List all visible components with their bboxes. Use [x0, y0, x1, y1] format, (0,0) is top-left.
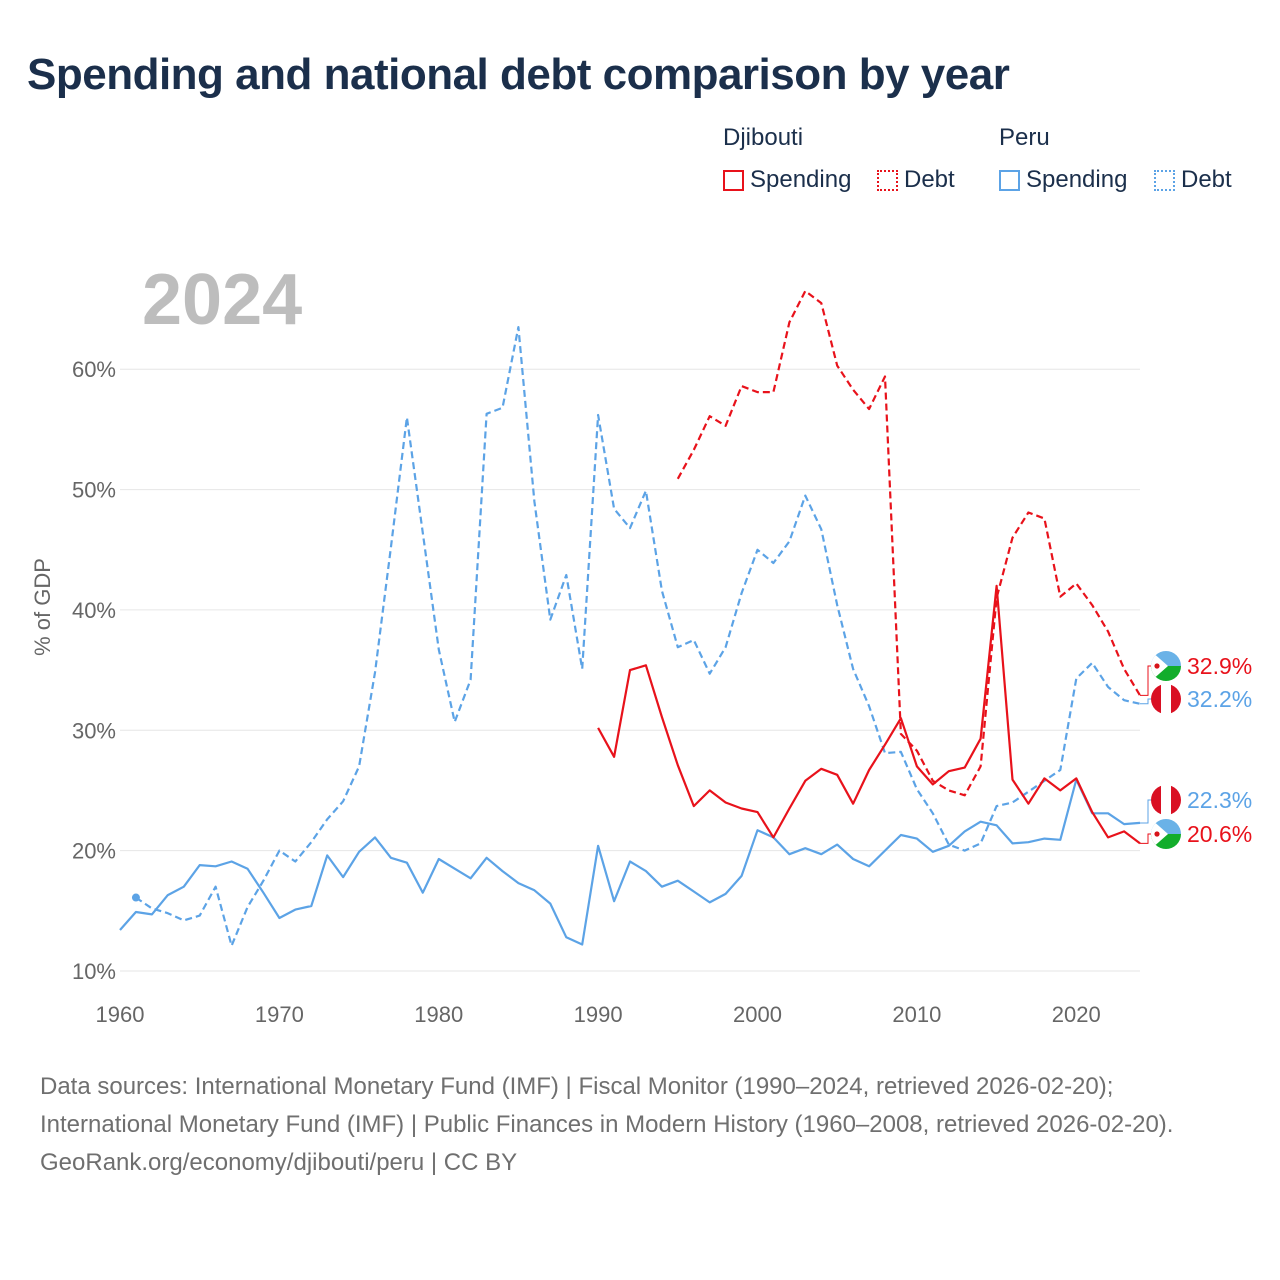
y-tick-label: 40% [72, 598, 116, 623]
series-line-peru-spending [119, 778, 1141, 946]
series-line-peru-debt [135, 326, 1141, 947]
legend-label: Spending [1026, 166, 1128, 193]
x-tick-label: 2000 [733, 1002, 782, 1027]
y-tick-label: 50% [72, 478, 116, 503]
peru-flag-icon [1151, 684, 1181, 714]
djibouti-flag-icon [1151, 651, 1181, 681]
djibouti-flag-icon [1151, 819, 1181, 849]
legend-swatch-dotted-red [877, 169, 898, 191]
y-tick-label: 20% [72, 839, 116, 864]
footer: Data sources: International Monetary Fun… [40, 1068, 1240, 1182]
chart-plot: 2024 % of GDP 10% 20% 30% 40% 50% 60% 1960 1970… [30, 260, 1252, 1027]
x-tick-label: 1970 [255, 1002, 304, 1027]
y-axis-title: % of GDP [30, 558, 55, 656]
legend-group-djibouti: Djibouti [723, 124, 804, 151]
x-tick-label: 1980 [414, 1002, 463, 1027]
peru-flag-icon [1151, 785, 1181, 815]
legend-item-peru-debt[interactable]: Debt [1154, 166, 1232, 194]
legend-label: Spending [750, 166, 852, 193]
legend-item-djibouti-debt[interactable]: Debt [877, 166, 955, 194]
legend-group-peru: Peru [999, 124, 1050, 151]
label-layer: 32.9% 32.2% 22.3% 20.6% [1140, 651, 1252, 849]
x-tick-label: 1990 [574, 1002, 623, 1027]
year-label: 2024 [142, 260, 302, 340]
legend-swatch-solid-red [723, 169, 744, 191]
legend-swatch-solid-blue [999, 169, 1020, 191]
end-value-label: 32.2% [1187, 686, 1252, 712]
series-line-djibouti-spending [597, 584, 1141, 845]
chart-title: Spending and national debt comparison by… [27, 50, 1010, 99]
y-tick-label: 60% [72, 357, 116, 382]
end-value-label: 22.3% [1187, 787, 1252, 813]
data-sources: Data sources: International Monetary Fun… [40, 1073, 1174, 1138]
series-line-djibouti-debt [676, 289, 1141, 797]
legend-label: Debt [904, 166, 955, 193]
x-tick-label: 2010 [892, 1002, 941, 1027]
x-tick-label: 1960 [96, 1002, 145, 1027]
credit-line[interactable]: GeoRank.org/economy/djibouti/peru | CC B… [40, 1149, 518, 1176]
series-layer [119, 289, 1141, 947]
y-tick-label: 30% [72, 718, 116, 743]
x-tick-label: 2020 [1052, 1002, 1101, 1027]
grid-layer: 10% 20% 30% 40% 50% 60% 1960 1970 1980 1990 2000 20… [72, 357, 1140, 1027]
y-tick-label: 10% [72, 959, 116, 984]
legend-label: Debt [1181, 166, 1232, 193]
legend-swatch-dotted-blue [1154, 169, 1175, 191]
legend-item-peru-spending[interactable]: Spending [999, 166, 1127, 194]
end-value-label: 20.6% [1187, 821, 1252, 847]
series-start-marker [131, 893, 140, 902]
end-value-label: 32.9% [1187, 653, 1252, 679]
legend-item-djibouti-spending[interactable]: Spending [723, 166, 851, 194]
